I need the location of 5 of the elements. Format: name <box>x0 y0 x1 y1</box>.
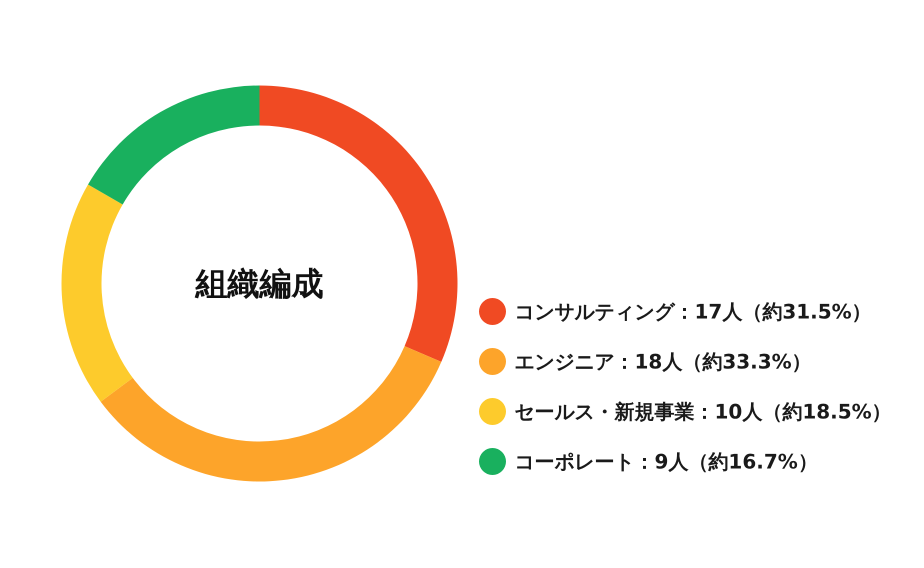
legend-label: コーポレート：9人（約16.7%） <box>514 450 818 474</box>
legend-label: エンジニア：18人（約33.3%） <box>514 350 812 374</box>
legend-label: セールス・新規事業：10人（約18.5%） <box>514 400 892 424</box>
legend-label: コンサルティング：17人（約31.5%） <box>514 300 872 324</box>
text: 組織編成 <box>194 264 324 302</box>
